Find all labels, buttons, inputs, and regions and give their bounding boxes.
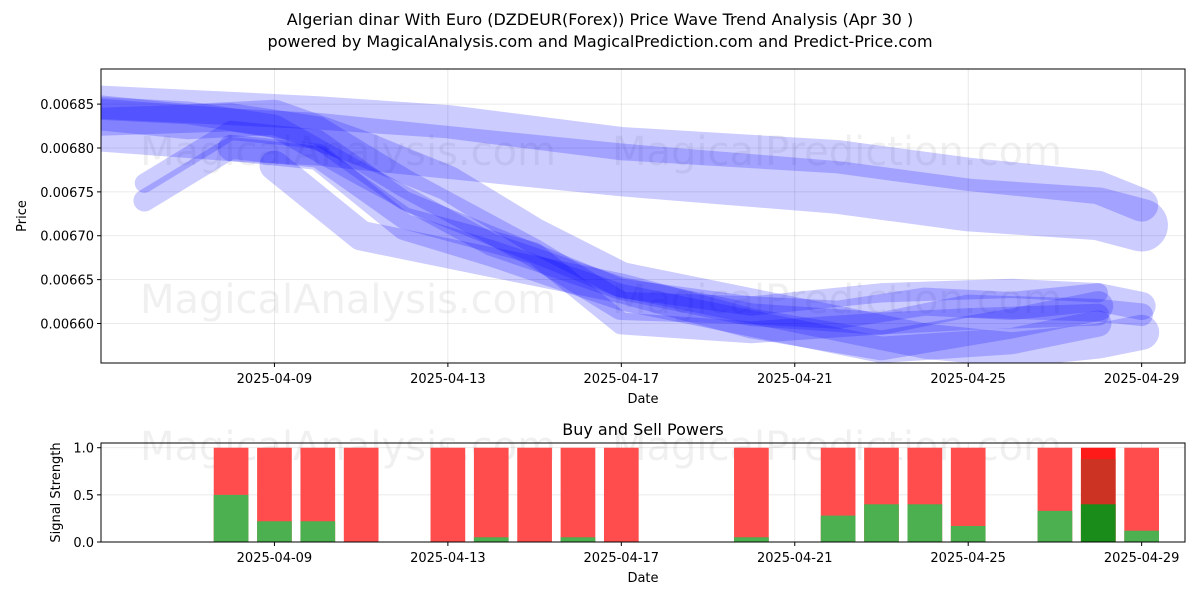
price-y-tick-label: 0.00670 <box>40 230 94 245</box>
chart-title-line1: Algerian dinar With Euro (DZDEUR(Forex))… <box>286 10 914 29</box>
price-x-tick-label: 2025-04-29 <box>1104 372 1180 387</box>
signal-x-axis-label: Date <box>627 571 658 586</box>
price-y-tick-label: 0.00660 <box>40 318 94 333</box>
buy-power-bar <box>213 494 249 542</box>
buy-power-bar <box>300 521 336 542</box>
sell-power-bar <box>430 447 466 542</box>
signal-plot-frame <box>100 442 1186 543</box>
price-wave-bands <box>101 85 1168 363</box>
signal-y-tick-label: 0.5 <box>73 489 94 504</box>
price-y-tick-label: 0.00665 <box>40 274 94 289</box>
price-wave-band <box>133 137 1110 344</box>
buy-power-bar <box>907 504 943 542</box>
watermark-text: MagicalAnalysis.com <box>140 277 556 323</box>
price-x-tick-label: 2025-04-09 <box>237 372 313 387</box>
buy-power-bar <box>1080 504 1116 542</box>
signal-y-tick-label: 1.0 <box>73 442 94 457</box>
price-wave-band <box>101 85 1159 222</box>
price-y-tick-label: 0.00680 <box>40 142 94 157</box>
buy-power-bar <box>820 515 856 542</box>
buy-power-bar <box>560 537 596 542</box>
price-x-axis-label: Date <box>627 392 658 407</box>
signal-y-axis-label: Signal Strength <box>49 442 64 542</box>
price-wave-band <box>101 95 1160 363</box>
price-y-axis-label: Price <box>15 200 30 232</box>
chart-title-line2: powered by MagicalAnalysis.com and Magic… <box>267 32 933 51</box>
sell-power-bar <box>517 447 552 542</box>
signal-x-tick-label: 2025-04-29 <box>1104 551 1180 566</box>
buy-power-bar <box>864 504 899 542</box>
sell-power-bar <box>473 447 509 542</box>
price-x-tick-label: 2025-04-13 <box>410 372 486 387</box>
price-wave-band <box>259 150 1114 361</box>
price-wave-band <box>101 103 1156 329</box>
price-wave-band <box>134 120 1108 316</box>
price-x-tick-label: 2025-04-21 <box>757 372 833 387</box>
buy-power-bar <box>1037 510 1073 542</box>
buy-power-bar <box>257 521 292 542</box>
sell-power-bar <box>1124 447 1159 542</box>
buy-power-bar <box>1124 530 1159 542</box>
signal-x-tick-label: 2025-04-13 <box>410 551 486 566</box>
price-plot-background <box>101 69 1185 363</box>
signal-x-tick-label: 2025-04-25 <box>930 551 1006 566</box>
price-y-tick-label: 0.00685 <box>40 98 94 113</box>
watermark-text: MagicalPrediction.com <box>612 277 1062 323</box>
signal-x-tick-label: 2025-04-21 <box>757 551 833 566</box>
price-wave-band <box>101 98 1168 252</box>
price-x-tick-label: 2025-04-25 <box>930 372 1006 387</box>
signal-chart-title: Buy and Sell Powers <box>562 420 724 439</box>
buy-power-bar <box>473 537 509 542</box>
sell-power-bar <box>734 447 769 542</box>
buy-power-bar <box>734 537 769 542</box>
buy-power-bar <box>950 525 986 542</box>
sell-power-bar <box>560 447 596 542</box>
price-x-tick-label: 2025-04-17 <box>584 372 660 387</box>
price-plot-frame <box>100 68 1186 364</box>
sell-power-bar <box>603 447 639 542</box>
signal-y-tick-label: 0.0 <box>73 536 94 551</box>
price-wave-band <box>217 134 1112 363</box>
watermark-text: MagicalPrediction.com <box>612 129 1062 175</box>
price-y-tick-label: 0.00675 <box>40 186 94 201</box>
signal-x-tick-label: 2025-04-09 <box>237 551 313 566</box>
watermark-text: MagicalAnalysis.com <box>140 129 556 175</box>
signal-x-tick-label: 2025-04-17 <box>584 551 660 566</box>
price-wave-band <box>101 97 1153 335</box>
sell-power-bar <box>343 447 379 542</box>
